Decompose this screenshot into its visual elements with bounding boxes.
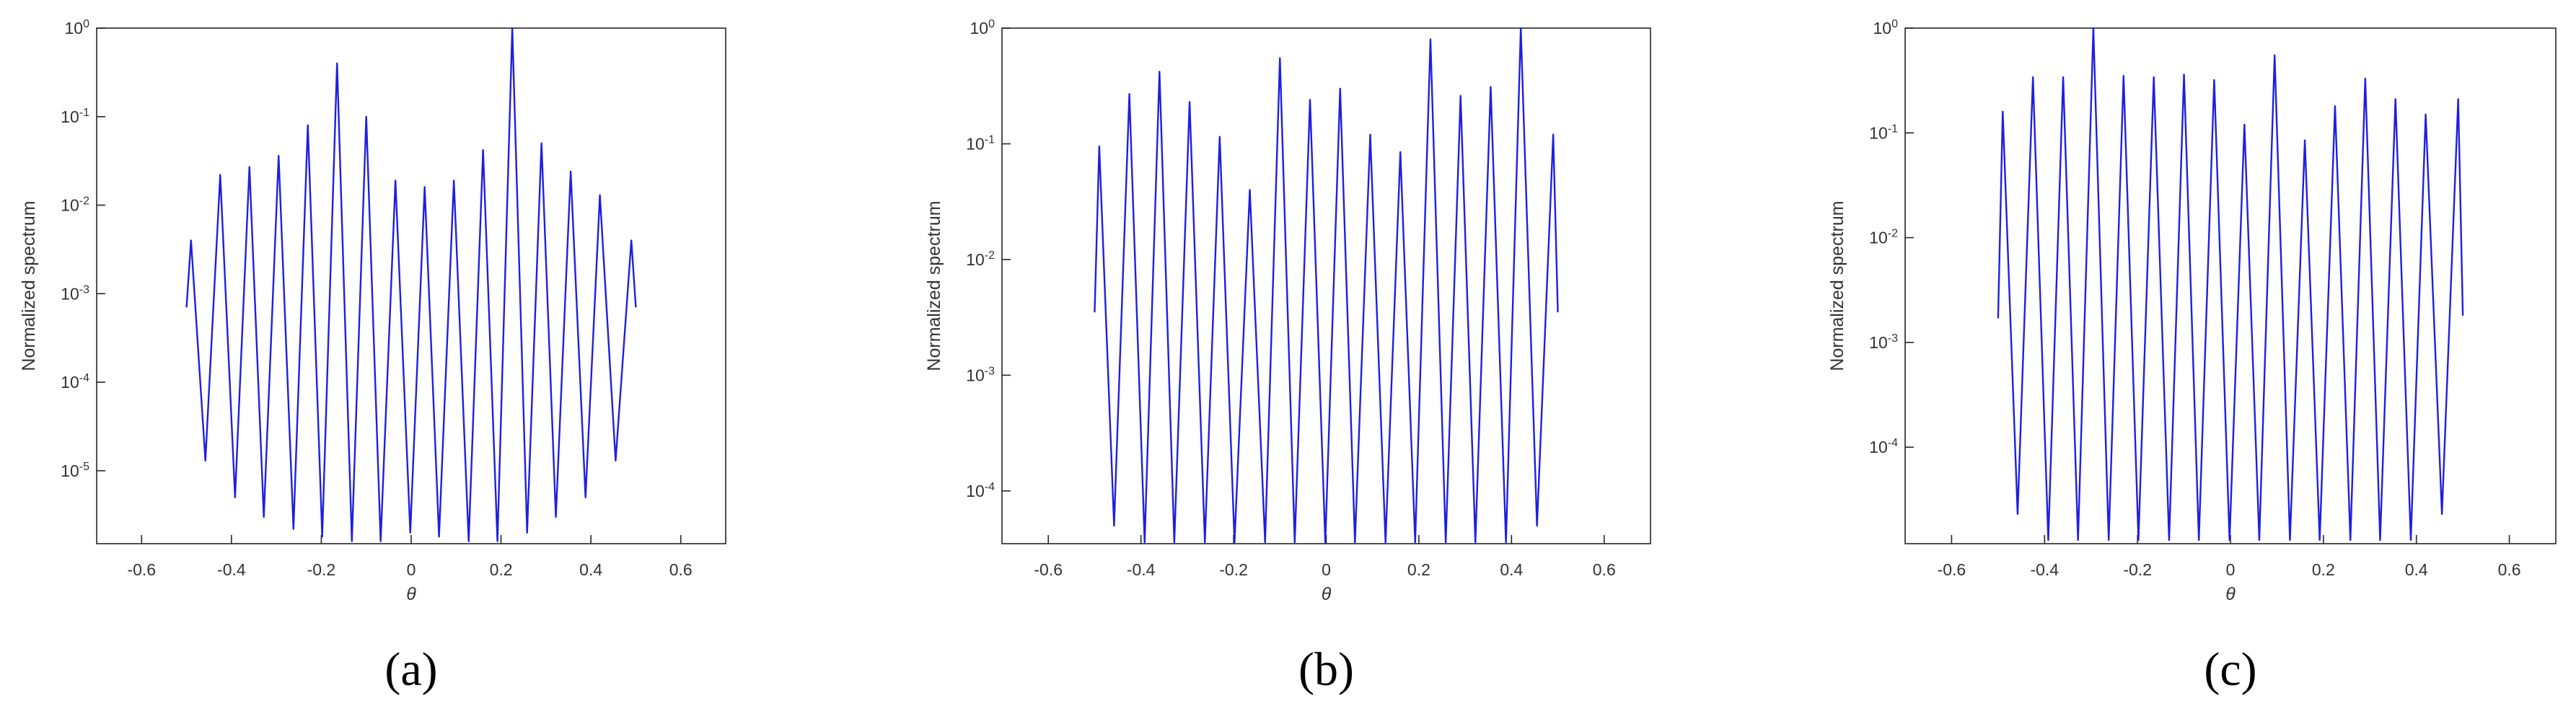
x-tick-label: 0	[2226, 560, 2236, 579]
y-tick-label: 10-2	[61, 195, 89, 215]
y-tick-label: 100	[1873, 18, 1899, 37]
panel: -0.6 -0.4 -0.2 0 0.2 0.4 0.6 10-5 10-4 10-3 10-2 10…	[19, 18, 726, 696]
y-tick-label: 10-1	[1869, 123, 1898, 142]
x-tick-label: -0.4	[217, 560, 246, 579]
y-tick-label: 10-2	[1869, 228, 1898, 247]
x-tick-label: -0.6	[127, 560, 156, 579]
y-tick-label: 10-1	[61, 107, 89, 126]
spectrum-line	[1094, 27, 1559, 544]
y-tick-label: 10-4	[966, 481, 995, 500]
y-tick-label: 10-1	[966, 133, 995, 153]
x-axis-label: θ	[406, 584, 416, 604]
spectrum-line	[1997, 27, 2464, 542]
x-tick-label: 0	[1322, 560, 1331, 579]
spectrum-line	[185, 27, 637, 542]
x-tick-label: 0.6	[669, 560, 693, 579]
x-tick-label: -0.2	[1219, 560, 1248, 579]
x-tick-label: 0.4	[579, 560, 602, 579]
panel: -0.6 -0.4 -0.2 0 0.2 0.4 0.6 10-4 10-3 10-2 10-1 10…	[924, 18, 1651, 696]
y-tick-label: 10-4	[61, 372, 89, 392]
y-tick-label: 10-3	[966, 365, 995, 384]
y-tick-label: 10-3	[61, 283, 89, 303]
y-axis-label: Normalized spectrum	[19, 200, 39, 371]
x-tick-label: 0.2	[490, 560, 513, 579]
y-tick-label: 10-4	[1869, 437, 1898, 456]
x-tick-label: 0.4	[1500, 560, 1523, 579]
x-tick-label: 0.4	[2405, 560, 2428, 579]
y-tick-label: 100	[65, 18, 90, 37]
panel: -0.6 -0.4 -0.2 0 0.2 0.4 0.6 10-4 10-3 10-2 10-1 10…	[1827, 18, 2557, 696]
x-tick-label: -0.6	[1034, 560, 1063, 579]
x-tick-label: 0	[407, 560, 416, 579]
x-axis-label: θ	[2225, 584, 2236, 604]
plot-frame	[1001, 27, 1651, 544]
x-tick-label: 0.6	[2498, 560, 2521, 579]
x-tick-label: -0.2	[307, 560, 336, 579]
x-tick-label: -0.6	[1938, 560, 1966, 579]
y-tick-label: 10-2	[966, 249, 995, 269]
x-tick-label: -0.2	[2123, 560, 2152, 579]
plot-frame	[1904, 27, 2557, 544]
y-axis-label: Normalized spectrum	[1827, 200, 1847, 371]
y-tick-label: 10-5	[61, 461, 89, 480]
caption: (a)	[384, 643, 437, 696]
y-tick-label: 10-3	[1869, 332, 1898, 352]
y-axis-label: Normalized spectrum	[924, 200, 944, 371]
plot-frame	[96, 27, 726, 544]
x-tick-label: 0.6	[1593, 560, 1616, 579]
x-axis-label: θ	[1322, 584, 1332, 604]
x-tick-label: 0.2	[2312, 560, 2335, 579]
x-tick-label: 0.2	[1407, 560, 1430, 579]
x-tick-label: -0.4	[1127, 560, 1156, 579]
caption: (c)	[2204, 643, 2256, 696]
caption: (b)	[1298, 643, 1354, 696]
x-tick-label: -0.4	[2030, 560, 2059, 579]
y-tick-label: 100	[970, 18, 995, 37]
